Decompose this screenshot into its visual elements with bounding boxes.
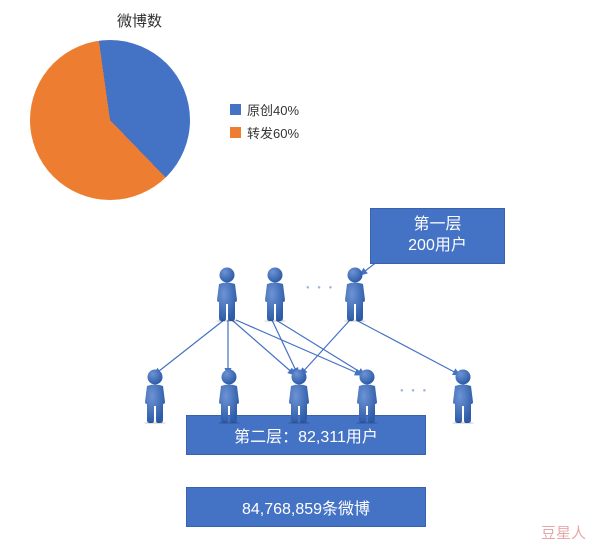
legend-item: 转发60% <box>230 123 299 142</box>
total-box: 84,768,859条微博 <box>186 487 426 527</box>
person-figure <box>258 266 292 327</box>
connector-line <box>236 320 362 375</box>
pie-chart-title: 微博数 <box>117 10 162 31</box>
total-text: 84,768,859条微博 <box>242 495 370 519</box>
person-figure <box>212 368 246 429</box>
layer1-line2: 200用户 <box>408 236 467 257</box>
person-icon <box>338 266 372 322</box>
connector-line <box>154 320 224 375</box>
legend-label: 原创40% <box>247 100 299 119</box>
ellipsis-row2: ● ● ● <box>400 388 429 394</box>
watermark: 豆星人 <box>541 522 586 543</box>
legend-swatch <box>230 104 241 115</box>
person-icon <box>212 368 246 424</box>
person-icon <box>282 368 316 424</box>
person-figure <box>282 368 316 429</box>
legend-label: 转发60% <box>247 123 299 142</box>
ellipsis-row1: ● ● ● <box>306 285 335 291</box>
connector-line <box>272 320 298 375</box>
pie-chart <box>30 40 190 200</box>
person-icon <box>138 368 172 424</box>
person-figure <box>138 368 172 429</box>
person-icon <box>446 368 480 424</box>
connector-line <box>276 320 365 375</box>
person-figure <box>210 266 244 327</box>
person-figure <box>338 266 372 327</box>
connector-line <box>300 320 350 375</box>
legend-swatch <box>230 127 241 138</box>
person-icon <box>350 368 384 424</box>
layer1-line1: 第一层 <box>408 215 467 236</box>
pie-legend: 原创40% 转发60% <box>230 100 299 146</box>
person-figure <box>350 368 384 429</box>
person-figure <box>446 368 480 429</box>
person-icon <box>210 266 244 322</box>
layer1-box: 第一层 200用户 <box>370 208 505 264</box>
legend-item: 原创40% <box>230 100 299 119</box>
person-icon <box>258 266 292 322</box>
connector-line <box>356 320 460 375</box>
connector-line <box>232 320 295 375</box>
